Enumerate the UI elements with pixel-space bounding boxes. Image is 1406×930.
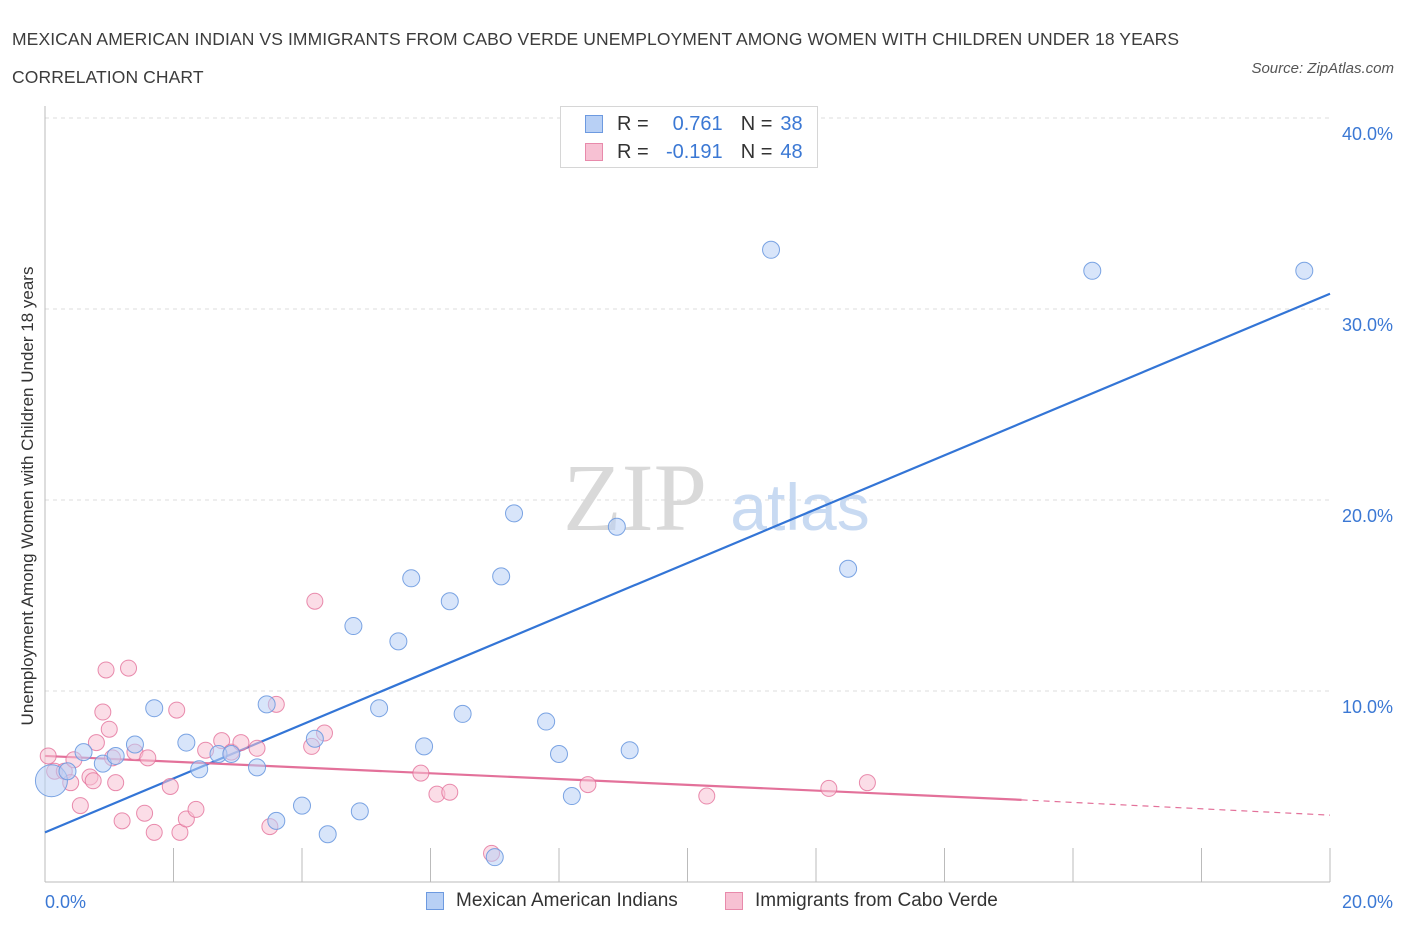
source-credit: Source: ZipAtlas.com — [1251, 60, 1394, 77]
data-point-cabo-verde — [161, 778, 179, 795]
data-point-mexican-american-indian — [293, 796, 311, 815]
data-point-cabo-verde — [306, 592, 324, 610]
legend-row-blue: R = 0.761 N = 38 — [585, 111, 803, 137]
data-point-cabo-verde — [120, 659, 138, 677]
trend-line-pink-extension — [1021, 799, 1331, 816]
watermark-atlas: atlas — [730, 470, 869, 544]
data-point-mexican-american-indian — [762, 240, 781, 259]
y-tick-label: 10.0% — [1342, 697, 1393, 717]
bottom-legend-swatch-blue — [426, 892, 444, 910]
data-point-cabo-verde — [579, 776, 597, 794]
data-point-mexican-american-indian — [562, 787, 581, 806]
y-axis-label: Unemployment Among Women with Children U… — [18, 266, 37, 726]
data-point-mexican-american-indian — [505, 504, 524, 523]
data-point-mexican-american-indian — [318, 825, 337, 844]
data-point-cabo-verde — [39, 747, 57, 765]
data-point-mexican-american-indian — [344, 617, 363, 636]
data-point-mexican-american-indian — [453, 704, 472, 723]
y-tick-label: 40.0% — [1342, 124, 1393, 144]
legend-swatch-pink — [585, 143, 603, 161]
data-point-mexican-american-indian — [190, 760, 209, 779]
trend-line-pink — [44, 754, 1022, 801]
data-point-cabo-verde — [100, 720, 118, 738]
bottom-legend-label: Immigrants from Cabo Verde — [755, 890, 998, 911]
data-point-mexican-american-indian — [350, 802, 369, 821]
data-point-cabo-verde — [412, 764, 430, 782]
data-point-mexican-american-indian — [74, 743, 93, 762]
data-point-mexican-american-indian — [537, 712, 556, 731]
y-tick-label: 20.0% — [1342, 506, 1393, 526]
data-point-cabo-verde — [858, 774, 876, 792]
bottom-legend-item-pink: Immigrants from Cabo Verde — [725, 888, 998, 914]
bottom-legend-swatch-pink — [725, 892, 743, 910]
watermark-zip: ZIP — [563, 444, 707, 551]
legend-n-label: N = — [740, 140, 773, 163]
data-point-mexican-american-indian — [370, 699, 389, 718]
data-point-mexican-american-indian — [106, 746, 125, 765]
legend-n-label: N = — [740, 112, 773, 135]
data-point-mexican-american-indian — [177, 733, 196, 752]
watermark: ZIP atlas — [563, 444, 870, 551]
data-point-mexican-american-indian — [222, 745, 241, 764]
legend-r-label: R = — [617, 112, 649, 135]
legend-swatch-blue — [585, 115, 603, 133]
data-point-cabo-verde — [232, 734, 250, 752]
data-point-mexican-american-indian — [620, 741, 639, 760]
data-point-mexican-american-indian — [1295, 261, 1314, 280]
legend-r-value: 0.761 — [672, 112, 723, 135]
data-point-mexican-american-indian — [125, 735, 144, 754]
data-point-mexican-american-indian — [248, 758, 267, 777]
data-point-mexican-american-indian — [58, 762, 77, 781]
legend-row-pink: R = -0.191 N = 48 — [585, 139, 803, 165]
legend-r-value: -0.191 — [665, 140, 723, 163]
data-point-mexican-american-indian — [305, 729, 324, 748]
data-point-cabo-verde — [107, 774, 125, 792]
data-point-mexican-american-indian — [415, 737, 434, 756]
data-point-cabo-verde — [441, 783, 459, 801]
x-tick-label: 20.0% — [1342, 892, 1393, 912]
bottom-legend-item-blue: Mexican American Indians — [426, 888, 678, 914]
data-point-cabo-verde — [84, 772, 102, 790]
data-point-mexican-american-indian — [389, 632, 408, 651]
data-point-cabo-verde — [94, 703, 112, 721]
data-point-mexican-american-indian — [1083, 261, 1102, 280]
y-tick-label: 30.0% — [1342, 315, 1393, 335]
data-point-mexican-american-indian — [839, 559, 858, 578]
data-point-mexican-american-indian — [145, 699, 164, 718]
correlation-legend: R = 0.761 N = 38 R = -0.191 N = 48 — [560, 106, 818, 168]
data-point-cabo-verde — [71, 797, 89, 815]
data-point-cabo-verde — [97, 661, 115, 679]
data-point-cabo-verde — [139, 749, 157, 767]
data-point-cabo-verde — [136, 804, 154, 822]
data-point-mexican-american-indian — [257, 695, 276, 714]
data-point-cabo-verde — [698, 787, 716, 805]
data-point-cabo-verde — [168, 701, 186, 719]
data-point-mexican-american-indian — [492, 567, 511, 586]
data-point-mexican-american-indian — [440, 592, 459, 611]
tick-labels: 10.0% 20.0% 30.0% 40.0% 0.0% 20.0% — [45, 124, 1393, 912]
data-point-mexican-american-indian — [607, 517, 626, 536]
data-point-cabo-verde — [820, 779, 838, 797]
data-point-cabo-verde — [87, 734, 105, 752]
data-point-cabo-verde — [113, 812, 131, 830]
data-point-mexican-american-indian — [485, 848, 504, 867]
x-tick-label: 0.0% — [45, 892, 86, 912]
data-point-cabo-verde — [145, 823, 163, 841]
legend-n-value: 48 — [780, 140, 803, 163]
bottom-legend-label: Mexican American Indians — [456, 890, 678, 911]
data-point-cabo-verde — [248, 739, 266, 757]
chart-title: MEXICAN AMERICAN INDIAN VS IMMIGRANTS FR… — [12, 29, 1180, 87]
legend-n-value: 38 — [780, 112, 803, 135]
data-point-mexican-american-indian — [267, 811, 286, 830]
data-points — [34, 240, 1314, 867]
data-point-cabo-verde — [187, 800, 205, 818]
data-point-mexican-american-indian — [550, 745, 568, 764]
grid — [45, 117, 1330, 692]
legend-r-label: R = — [617, 140, 649, 163]
data-point-mexican-american-indian — [402, 569, 421, 588]
